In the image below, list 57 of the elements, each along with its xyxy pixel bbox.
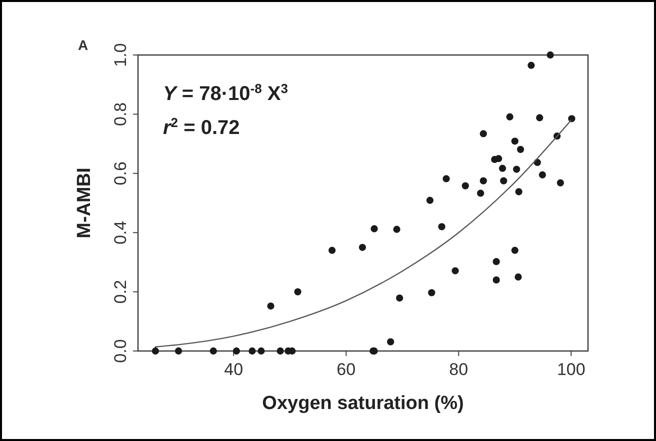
point [393, 226, 400, 233]
point [516, 146, 524, 153]
point [476, 190, 484, 197]
point [210, 347, 217, 355]
point [442, 175, 450, 182]
point [498, 164, 506, 172]
point [568, 115, 576, 122]
point [506, 113, 514, 120]
point [276, 347, 284, 355]
point [248, 347, 256, 355]
point [358, 244, 366, 251]
annotation: Y = 78·10$^{-8}$ X$^{3}$ [163, 80, 288, 105]
point [538, 171, 546, 178]
point [232, 347, 240, 355]
point [258, 347, 265, 355]
point [152, 347, 160, 355]
point [511, 138, 518, 145]
annotation: r$^{2}$ = 0.72 [163, 114, 240, 139]
point [438, 223, 446, 230]
point [536, 114, 544, 122]
point [556, 179, 564, 186]
point [462, 182, 469, 190]
x-tick-label: 100 [556, 360, 586, 379]
point [546, 51, 554, 59]
y-tick-label: 0.4 [111, 220, 130, 244]
y-tick-label: 0.0 [111, 339, 130, 363]
point [492, 258, 500, 266]
point [494, 155, 502, 162]
point [396, 294, 404, 302]
point [267, 302, 274, 310]
point [511, 246, 518, 254]
point [386, 338, 394, 346]
point [428, 289, 436, 296]
y-tick-label: 0.6 [111, 162, 130, 186]
point [328, 246, 336, 254]
point [514, 273, 522, 281]
point [492, 276, 500, 284]
point [174, 347, 182, 355]
x-axis-title: Oxygen saturation (%) [262, 393, 464, 414]
point [294, 288, 302, 296]
x-tick-label: 60 [336, 360, 356, 379]
chart-title: A [78, 37, 88, 53]
y-tick-label: 0.2 [111, 280, 130, 304]
y-axis-title: M-AMBI [74, 168, 95, 238]
point [528, 62, 535, 69]
point [500, 177, 508, 184]
x-tick-label: 40 [224, 360, 244, 379]
point [370, 225, 378, 232]
point [515, 188, 522, 196]
point [426, 196, 434, 204]
point [480, 130, 487, 138]
point [480, 177, 487, 184]
point [452, 267, 459, 274]
y-tick-label: 0.8 [111, 102, 130, 126]
x-tick-label: 80 [449, 360, 468, 379]
point [512, 166, 520, 173]
y-tick-label: 1.0 [111, 43, 130, 67]
